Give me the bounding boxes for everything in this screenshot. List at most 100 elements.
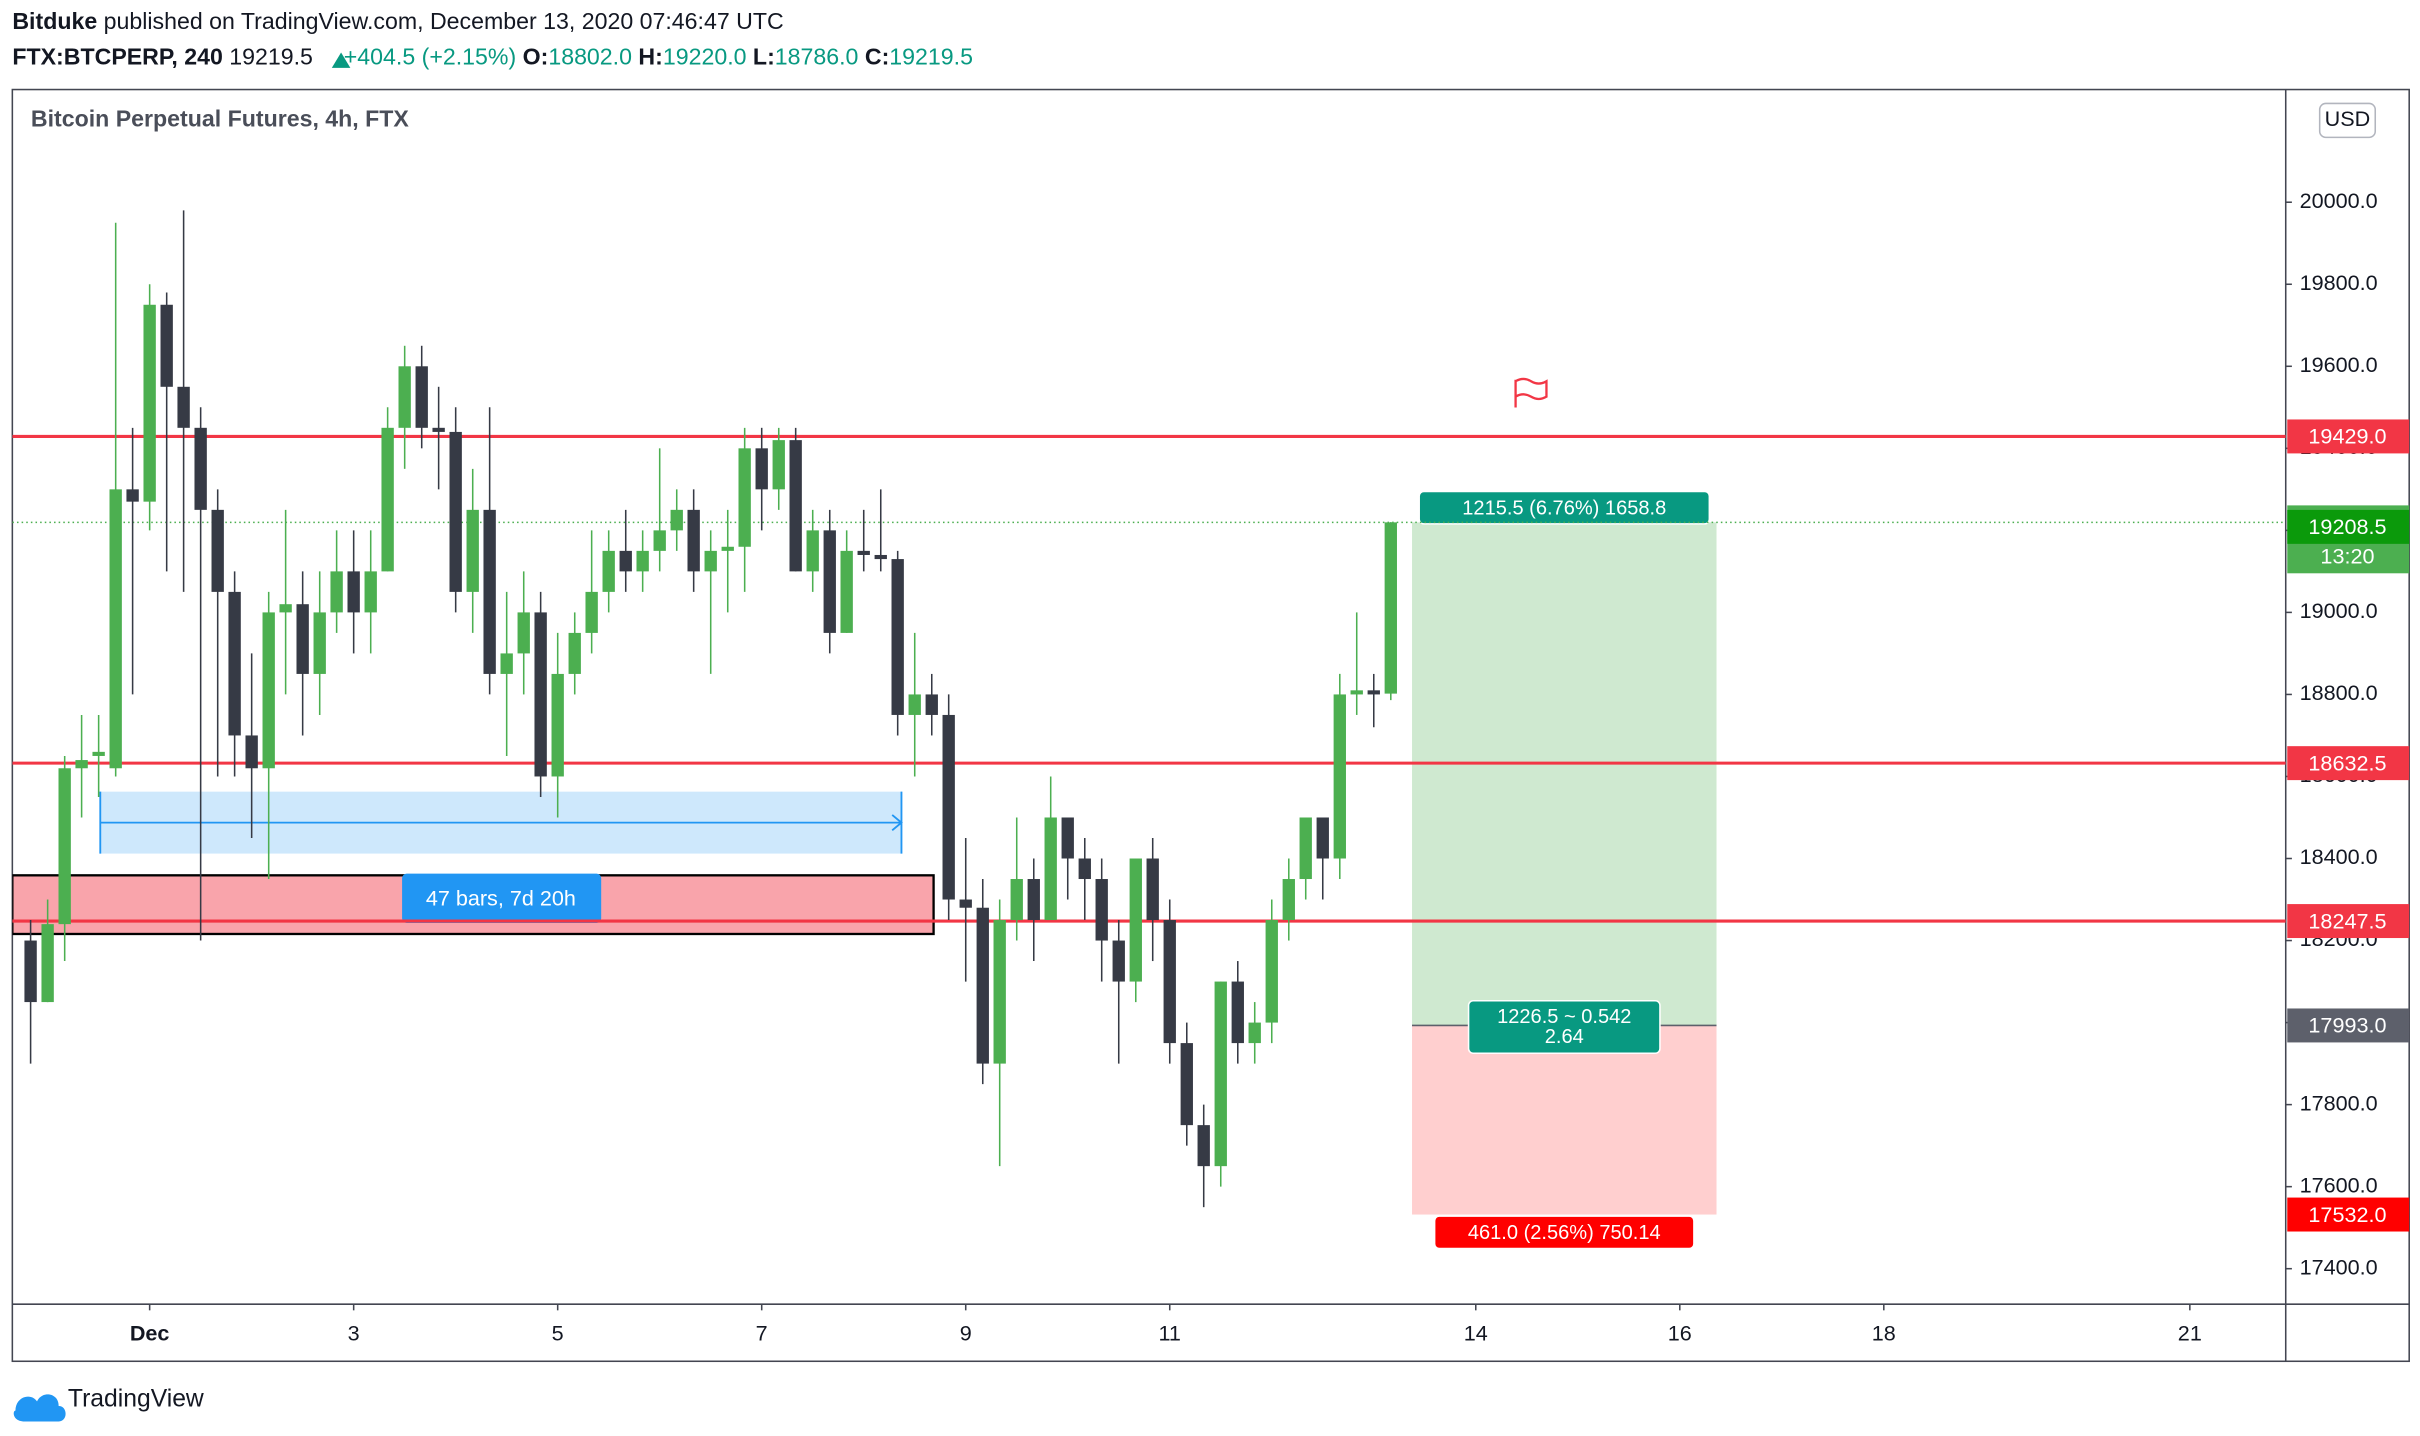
candle-body	[398, 366, 411, 428]
candle-body	[1248, 1022, 1261, 1044]
x-tick-label: 5	[552, 1321, 564, 1346]
candle-body	[636, 550, 649, 572]
published: published on TradingView.com, December 1…	[104, 8, 784, 34]
axis-marker-label: 19429.0	[2308, 424, 2386, 449]
candle-body	[1214, 981, 1227, 1167]
currency: USD	[2325, 106, 2371, 131]
candle-body	[619, 550, 632, 572]
axis-marker-label: 18247.5	[2308, 908, 2386, 933]
target-text-box	[1418, 490, 1711, 525]
candle-body	[92, 751, 105, 756]
loss-zone	[1412, 1025, 1717, 1215]
candle-body	[1129, 858, 1142, 982]
axis-marker-box	[2287, 419, 2410, 454]
h: 19220.0	[663, 44, 747, 70]
candle-body	[1282, 879, 1295, 921]
candle-body	[1316, 817, 1329, 859]
axis-marker-box	[2287, 1197, 2410, 1232]
x-tick-label: 18	[1872, 1321, 1896, 1346]
candle-body	[177, 386, 190, 428]
candle-body	[1095, 879, 1108, 941]
candle-body	[41, 924, 54, 1003]
countdown-box	[2287, 539, 2410, 574]
candle-body	[602, 550, 615, 592]
candle-body	[534, 612, 547, 777]
y-tick-label: 20000.0	[2300, 188, 2378, 213]
x-tick-label: Dec	[130, 1321, 170, 1346]
candle-body	[738, 448, 751, 547]
quote-line: FTX:BTCPERP, 240 19219.5 +404.5 (+2.15%) …	[12, 44, 973, 70]
profit-zone	[1412, 522, 1717, 1026]
candle-body	[1044, 817, 1057, 921]
candle-body	[432, 427, 445, 432]
x-tick-label: 3	[348, 1321, 360, 1346]
candle-body	[772, 440, 785, 490]
candle-body	[755, 448, 768, 490]
y-tick-label: 19600.0	[2300, 352, 2378, 377]
axis-marker-box	[2287, 1008, 2410, 1043]
y-tick-label: 18800.0	[2300, 680, 2378, 705]
candle-body	[347, 571, 360, 613]
change: +404.5 (+2.15%)	[344, 44, 516, 70]
axis-marker-label: 18632.5	[2308, 750, 2386, 775]
countdown: 13:20	[2320, 544, 2374, 569]
frame	[11, 88, 2410, 1363]
candle-body	[75, 760, 88, 769]
h-label: H:	[638, 44, 662, 70]
candle-body	[857, 550, 870, 555]
y-tick-label: 19800.0	[2300, 270, 2378, 295]
chart-title: Bitcoin Perpetual Futures, 4h, FTX	[31, 106, 410, 132]
plot-area: 47 bars, 7d 20h 1215.5 (6.76%) 1658.8 1226…	[12, 210, 2286, 1250]
candle-body	[228, 591, 241, 736]
candle-body	[1061, 817, 1074, 859]
candle-body	[449, 431, 462, 592]
candle-body	[585, 591, 598, 633]
candle-body	[789, 440, 802, 572]
candle-body	[1180, 1043, 1193, 1126]
x-tick-label: 16	[1668, 1321, 1692, 1346]
candle-body	[840, 550, 853, 633]
candle-body	[1231, 981, 1244, 1044]
candle-body	[262, 612, 275, 769]
axis-marker-label: 19208.5	[2308, 514, 2386, 539]
l-label: L:	[753, 44, 775, 70]
candle-body	[551, 673, 564, 777]
o: 18802.0	[548, 44, 632, 70]
x-tick-label: 7	[756, 1321, 768, 1346]
candle-body	[330, 571, 343, 613]
y-tick-label: 17800.0	[2300, 1090, 2378, 1115]
candle-body	[1027, 879, 1040, 921]
candle-body	[704, 550, 717, 572]
candle-body	[160, 304, 173, 387]
candle-body	[1384, 522, 1397, 694]
candle-body	[823, 530, 836, 633]
candle-body	[1163, 920, 1176, 1044]
up-arrow	[331, 52, 351, 68]
axis-marker-label: 17993.0	[2308, 1013, 2386, 1038]
candle-body	[1010, 879, 1023, 921]
candle-body	[1146, 858, 1159, 921]
candle-body	[891, 559, 904, 715]
l: 18786.0	[775, 44, 859, 70]
header-line: Bitduke published on TradingView.com, De…	[12, 8, 783, 34]
candle-body	[466, 509, 479, 592]
candle-body	[296, 604, 309, 674]
ratio-text-box	[1467, 999, 1661, 1055]
candle-body	[670, 509, 683, 531]
candle-body	[1112, 940, 1125, 982]
candle-body	[1265, 920, 1278, 1023]
candle-body	[245, 735, 258, 769]
y-tick-label: 19000.0	[2300, 598, 2378, 623]
candle-body	[925, 694, 938, 715]
date-range-label: 47 bars, 7d 20h	[426, 886, 576, 911]
candle-body	[109, 489, 122, 769]
candle-body	[1367, 690, 1380, 695]
candle-body	[364, 571, 377, 613]
candle-body	[976, 907, 989, 1064]
candle-body	[942, 714, 955, 900]
ratio-text: 1226.5 ~ 0.542	[1497, 1006, 1631, 1028]
y-tick-label: 17400.0	[2300, 1254, 2378, 1279]
candle-body	[211, 509, 224, 592]
candle-body	[126, 489, 139, 502]
